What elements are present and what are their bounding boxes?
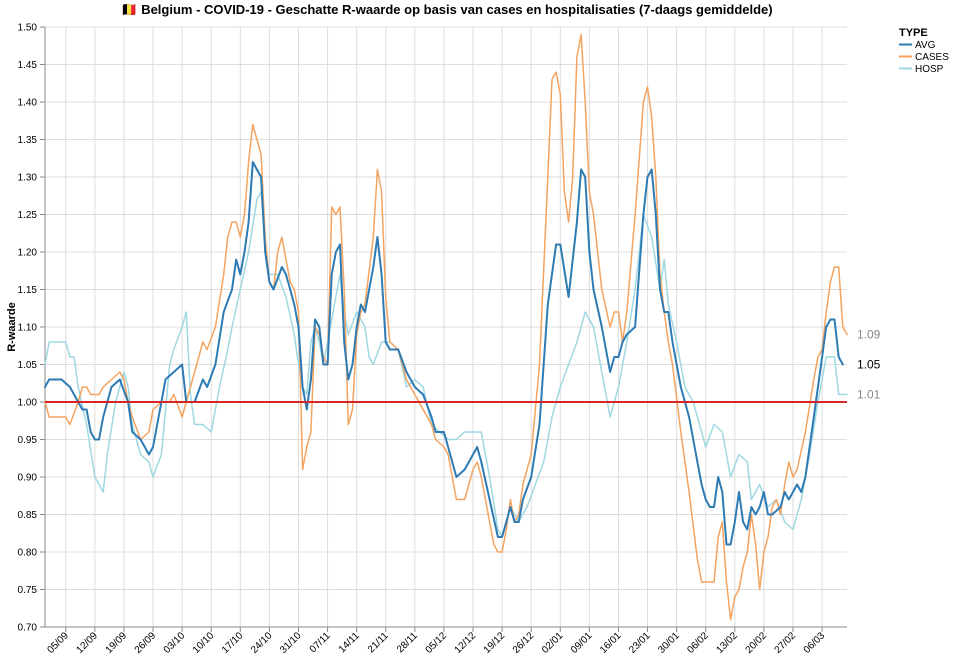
x-tick-label: 31/10 xyxy=(278,630,304,656)
x-tick-label: 23/01 xyxy=(627,630,653,656)
legend-title: TYPE xyxy=(899,27,928,39)
series-layer xyxy=(44,33,848,621)
series-line-hosp xyxy=(44,191,848,538)
y-tick-label: 0.85 xyxy=(18,510,38,521)
x-tick-label: 05/09 xyxy=(45,630,71,656)
y-tick-label: 1.45 xyxy=(18,60,38,71)
x-tick-label: 28/11 xyxy=(395,630,420,655)
y-tick-label: 1.50 xyxy=(18,23,38,34)
y-tick-label: 1.20 xyxy=(18,248,38,259)
x-tick-label: 06/02 xyxy=(685,630,711,656)
end-label-avg: 1.05 xyxy=(857,358,881,372)
x-tick-label: 13/02 xyxy=(714,630,740,656)
y-tick-label: 1.30 xyxy=(18,173,38,184)
grid-layer xyxy=(45,26,847,628)
x-tick-label: 19/12 xyxy=(482,630,508,656)
y-tick-label: 1.35 xyxy=(18,135,38,146)
x-tick-label: 19/09 xyxy=(104,630,130,656)
x-tick-label: 10/10 xyxy=(191,630,217,656)
x-tick-label: 02/01 xyxy=(540,630,566,656)
end-label-cases: 1.09 xyxy=(857,328,881,342)
y-tick-label: 0.95 xyxy=(18,435,38,446)
y-tick-label: 1.05 xyxy=(18,360,38,371)
axes-layer: 0.70 0.75 0.80 0.85 0.90 0.95 1.00 1.05 1.10 1.15… xyxy=(18,23,847,656)
legend-label-avg: AVG xyxy=(915,40,936,51)
x-tick-label: 05/12 xyxy=(424,630,450,656)
y-tick-label: 0.80 xyxy=(18,548,38,559)
end-labels: 1.05 1.09 1.01 xyxy=(857,328,881,402)
x-tick-label: 26/12 xyxy=(511,630,537,656)
legend-label-hosp: HOSP xyxy=(915,64,944,75)
y-tick-label: 1.00 xyxy=(18,398,38,409)
legend-label-cases: CASES xyxy=(915,52,949,63)
x-tick-label: 24/10 xyxy=(249,630,275,656)
x-tick-label: 17/10 xyxy=(220,630,246,656)
y-tick-label: 1.40 xyxy=(18,98,38,109)
x-tick-label: 09/01 xyxy=(569,630,595,656)
y-tick-label: 1.25 xyxy=(18,210,38,221)
series-line-cases xyxy=(44,33,848,621)
y-tick-label: 0.75 xyxy=(18,585,38,596)
x-tick-label: 06/03 xyxy=(802,630,828,656)
x-tick-label: 14/11 xyxy=(337,630,362,655)
x-tick-label: 07/11 xyxy=(308,630,333,655)
series-line-avg xyxy=(44,161,844,546)
x-tick-label: 03/10 xyxy=(162,630,188,656)
x-tick-label: 20/02 xyxy=(744,630,770,656)
x-tick-label: 30/01 xyxy=(656,630,682,656)
x-tick-label: 27/02 xyxy=(773,630,799,656)
x-tick-label: 26/09 xyxy=(133,630,159,656)
x-tick-label: 12/12 xyxy=(453,630,479,656)
y-tick-label: 0.90 xyxy=(18,473,38,484)
x-tick-label: 12/09 xyxy=(75,630,101,656)
x-tick-label: 21/11 xyxy=(366,630,391,655)
y-tick-label: 1.15 xyxy=(18,285,38,296)
y-tick-label: 0.70 xyxy=(18,623,38,634)
end-label-hosp: 1.01 xyxy=(857,388,881,402)
chart-title: 🇧🇪 Belgium - COVID-19 - Geschatte R-waar… xyxy=(121,2,772,17)
x-tick-label: 16/01 xyxy=(598,630,624,656)
y-tick-label: 1.10 xyxy=(18,323,38,334)
y-axis-label: R-waarde xyxy=(6,302,18,352)
